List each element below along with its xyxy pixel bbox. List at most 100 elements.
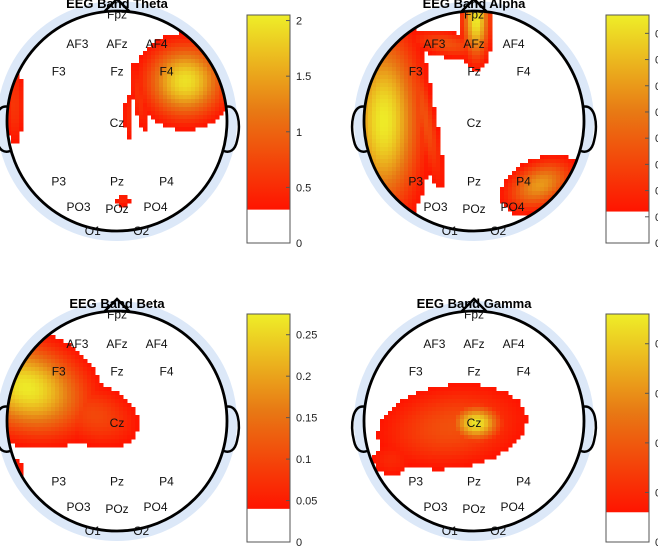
map-cell bbox=[7, 427, 12, 432]
map-cell bbox=[548, 167, 553, 172]
map-cell bbox=[107, 395, 112, 400]
map-cell bbox=[556, 179, 561, 184]
map-cell bbox=[408, 151, 413, 156]
electrode-label: PO3 bbox=[423, 500, 447, 514]
map-cell bbox=[516, 415, 521, 420]
map-cell bbox=[428, 39, 433, 44]
map-cell bbox=[392, 135, 397, 140]
map-cell bbox=[404, 407, 409, 412]
map-cell bbox=[444, 443, 449, 448]
map-cell bbox=[376, 83, 381, 88]
map-cell bbox=[524, 179, 529, 184]
map-cell bbox=[55, 383, 60, 388]
map-cell bbox=[187, 127, 192, 132]
map-cell bbox=[183, 91, 188, 96]
map-cell bbox=[171, 87, 176, 92]
map-cell bbox=[11, 99, 16, 104]
map-cell bbox=[432, 31, 437, 36]
map-cell bbox=[107, 411, 112, 416]
map-cell bbox=[15, 399, 20, 404]
map-cell bbox=[27, 399, 32, 404]
map-cell bbox=[159, 103, 164, 108]
chart-title: EEG Band Beta bbox=[69, 296, 165, 311]
map-cell bbox=[476, 23, 481, 28]
map-cell bbox=[111, 415, 116, 420]
map-cell bbox=[448, 419, 453, 424]
map-cell bbox=[11, 111, 16, 116]
map-cell bbox=[203, 91, 208, 96]
map-cell bbox=[75, 379, 80, 384]
map-cell bbox=[15, 107, 20, 112]
map-cell bbox=[436, 31, 441, 36]
map-cell bbox=[195, 59, 200, 64]
map-cell bbox=[424, 139, 429, 144]
map-cell bbox=[468, 387, 473, 392]
map-cell bbox=[544, 171, 549, 176]
map-cell bbox=[424, 439, 429, 444]
map-cell bbox=[436, 423, 441, 428]
map-cell bbox=[372, 83, 377, 88]
map-cell bbox=[440, 183, 445, 188]
map-cell bbox=[392, 415, 397, 420]
map-cell bbox=[171, 115, 176, 120]
map-cell bbox=[83, 387, 88, 392]
map-cell bbox=[71, 351, 76, 356]
map-cell bbox=[15, 379, 20, 384]
colorbar-tick-label: 0.05 bbox=[296, 496, 317, 508]
map-cell bbox=[19, 115, 24, 120]
map-cell bbox=[380, 439, 385, 444]
colorbar-tick-label: 0.2 bbox=[655, 438, 658, 450]
map-cell bbox=[211, 83, 216, 88]
map-cell bbox=[388, 103, 393, 108]
map-cell bbox=[476, 419, 481, 424]
map-cell bbox=[59, 403, 64, 408]
map-cell bbox=[444, 447, 449, 452]
map-cell bbox=[163, 75, 168, 80]
map-cell bbox=[388, 467, 393, 472]
map-cell bbox=[127, 439, 132, 444]
map-cell bbox=[187, 39, 192, 44]
map-cell bbox=[484, 387, 489, 392]
map-cell bbox=[432, 407, 437, 412]
map-cell bbox=[488, 407, 493, 412]
map-cell bbox=[83, 367, 88, 372]
map-cell bbox=[388, 91, 393, 96]
map-cell bbox=[155, 119, 160, 124]
map-cell bbox=[380, 139, 385, 144]
map-cell bbox=[175, 91, 180, 96]
map-cell bbox=[404, 103, 409, 108]
map-cell bbox=[119, 399, 124, 404]
map-cell bbox=[392, 139, 397, 144]
map-cell bbox=[83, 399, 88, 404]
map-cell bbox=[147, 107, 152, 112]
map-cell bbox=[368, 139, 373, 144]
map-cell bbox=[163, 43, 168, 48]
map-cell bbox=[500, 195, 505, 200]
map-cell bbox=[384, 143, 389, 148]
map-cell bbox=[500, 435, 505, 440]
map-cell bbox=[408, 131, 413, 136]
map-cell bbox=[87, 375, 92, 380]
map-cell bbox=[432, 151, 437, 156]
map-cell bbox=[131, 427, 136, 432]
map-cell bbox=[7, 119, 12, 124]
map-cell bbox=[67, 383, 72, 388]
map-cell bbox=[179, 91, 184, 96]
map-cell bbox=[440, 155, 445, 160]
map-cell bbox=[107, 427, 112, 432]
map-cell bbox=[380, 435, 385, 440]
map-cell bbox=[27, 407, 32, 412]
map-cell bbox=[396, 459, 401, 464]
map-cell bbox=[432, 115, 437, 120]
map-cell bbox=[484, 31, 489, 36]
map-cell bbox=[63, 383, 68, 388]
map-cell bbox=[388, 463, 393, 468]
map-cell bbox=[404, 79, 409, 84]
map-cell bbox=[468, 27, 473, 32]
map-cell bbox=[31, 403, 36, 408]
map-cell bbox=[480, 423, 485, 428]
map-cell bbox=[408, 67, 413, 72]
map-cell bbox=[51, 427, 56, 432]
map-cell bbox=[19, 371, 24, 376]
map-cell bbox=[195, 67, 200, 72]
